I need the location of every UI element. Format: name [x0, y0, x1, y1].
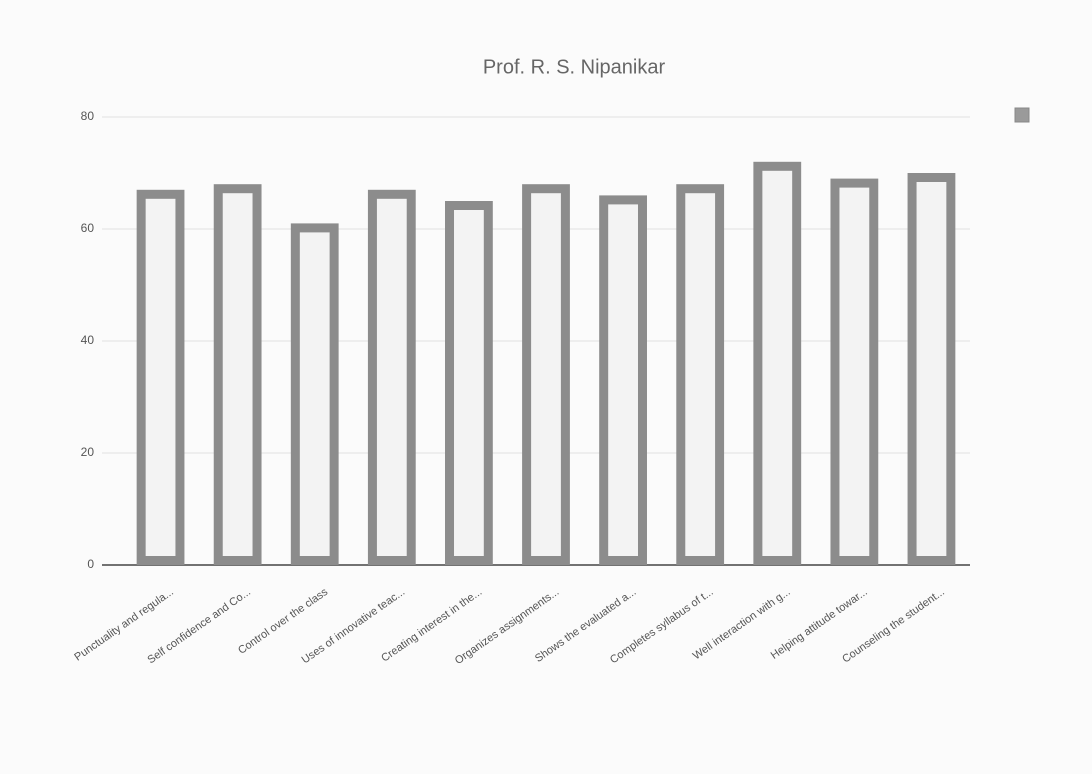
bar: [753, 161, 802, 566]
y-tick-label: 80: [81, 109, 95, 123]
bar: [599, 195, 647, 565]
bar: [136, 189, 185, 566]
bar: [676, 184, 725, 565]
chart-title: Prof. R. S. Nipanikar: [483, 56, 666, 78]
legend-swatch: [1014, 107, 1030, 123]
y-tick-label: 60: [81, 221, 95, 235]
bar: [367, 189, 416, 566]
bar: [213, 184, 262, 565]
bar: [522, 184, 570, 565]
y-tick-label: 0: [87, 557, 94, 571]
bar: [830, 178, 879, 565]
y-tick-label: 40: [81, 333, 95, 347]
bar: [290, 223, 339, 565]
bar: [907, 173, 956, 565]
bar: [445, 201, 493, 565]
y-tick-label: 20: [81, 445, 95, 459]
